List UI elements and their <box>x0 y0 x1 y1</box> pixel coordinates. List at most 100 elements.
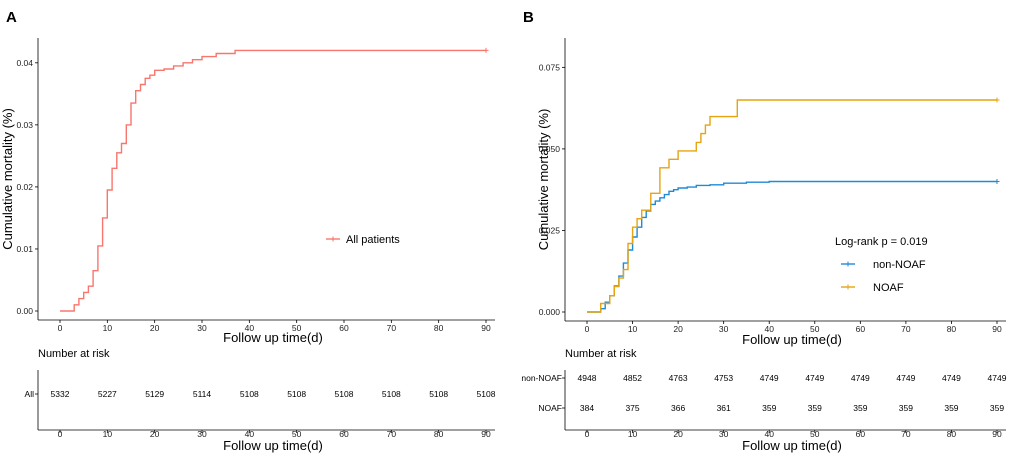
risk-x-tick-label: 20 <box>673 429 683 439</box>
risk-x-tick-label: 70 <box>387 429 397 439</box>
x-tick-label: 50 <box>810 324 820 334</box>
risk-x-tick-label: 50 <box>292 429 302 439</box>
risk-table-title: Number at risk <box>38 348 110 360</box>
risk-value: 366 <box>671 403 685 413</box>
y-tick-label: 0.00 <box>16 306 33 316</box>
panel-label: B <box>523 9 534 26</box>
legend-label: NOAF <box>873 282 904 294</box>
risk-value: 5108 <box>477 389 496 399</box>
risk-row-label: All <box>25 389 35 399</box>
risk-value: 4749 <box>942 373 961 383</box>
risk-value: 5227 <box>98 389 117 399</box>
risk-x-tick-label: 30 <box>197 429 207 439</box>
x-tick-label: 30 <box>719 324 729 334</box>
risk-value: 384 <box>580 403 594 413</box>
risk-x-tick-label: 10 <box>103 429 113 439</box>
x-tick-label: 30 <box>197 323 207 333</box>
censor-mark <box>483 47 489 53</box>
risk-value: 4749 <box>896 373 915 383</box>
risk-x-tick-label: 80 <box>947 429 957 439</box>
legend-label: non-NOAF <box>873 259 926 271</box>
risk-value: 359 <box>808 403 822 413</box>
risk-value: 4749 <box>988 373 1007 383</box>
panel-a: A 0.00 0.01 0.02 0.03 0.04 0 10 20 30 40 50 60 70 80 90… <box>0 9 496 453</box>
risk-value: 5332 <box>51 389 70 399</box>
risk-value: 4948 <box>578 373 597 383</box>
y-tick-label: 0.000 <box>539 307 561 317</box>
x-tick-label: 0 <box>585 324 590 334</box>
risk-x-tick-label: 0 <box>585 429 590 439</box>
risk-x-axis-title: Follow up time(d) <box>223 438 323 453</box>
risk-x-axis-title: Follow up time(d) <box>742 438 842 453</box>
risk-x-tick-label: 60 <box>856 429 866 439</box>
km-curve-non-noaf <box>587 180 997 313</box>
panel-label: A <box>6 9 17 26</box>
censor-mark <box>994 97 1000 103</box>
y-tick-label: 0.025 <box>539 225 561 235</box>
x-tick-label: 10 <box>103 323 113 333</box>
x-tick-label: 60 <box>339 323 349 333</box>
risk-value: 5108 <box>287 389 306 399</box>
x-tick-label: 80 <box>434 323 444 333</box>
x-tick-label: 40 <box>764 324 774 334</box>
risk-value: 359 <box>990 403 1004 413</box>
risk-value: 361 <box>717 403 731 413</box>
risk-x-tick-label: 80 <box>434 429 444 439</box>
y-tick-label: 0.050 <box>539 144 561 154</box>
risk-row-label: non-NOAF <box>521 373 562 383</box>
risk-value: 359 <box>853 403 867 413</box>
y-axis-title: Cumulative mortality (%) <box>536 109 551 251</box>
risk-value: 4753 <box>714 373 733 383</box>
risk-x-tick-label: 90 <box>992 429 1002 439</box>
x-tick-label: 60 <box>856 324 866 334</box>
x-tick-label: 10 <box>628 324 638 334</box>
x-tick-label: 90 <box>992 324 1002 334</box>
risk-value: 4749 <box>851 373 870 383</box>
risk-value: 359 <box>762 403 776 413</box>
legend-label: All patients <box>346 234 400 246</box>
y-tick-label: 0.075 <box>539 62 561 72</box>
y-tick-label: 0.04 <box>16 58 33 68</box>
risk-x-tick-label: 20 <box>150 429 160 439</box>
risk-value: 5114 <box>193 389 212 399</box>
risk-value: 5108 <box>240 389 259 399</box>
risk-x-tick-label: 40 <box>245 429 255 439</box>
risk-x-tick-label: 10 <box>628 429 638 439</box>
logrank-stat: Log-rank p = 0.019 <box>835 236 928 248</box>
risk-x-tick-label: 50 <box>810 429 820 439</box>
risk-x-tick-label: 0 <box>58 429 63 439</box>
risk-value: 359 <box>899 403 913 413</box>
risk-value: 359 <box>944 403 958 413</box>
x-tick-label: 70 <box>387 323 397 333</box>
risk-table: Number at risk All 5332 5227 5129 5114 5108 510… <box>25 348 496 453</box>
x-tick-label: 80 <box>947 324 957 334</box>
y-tick-label: 0.02 <box>16 182 33 192</box>
risk-value: 4749 <box>760 373 779 383</box>
x-tick-label: 50 <box>292 323 302 333</box>
y-tick-label: 0.03 <box>16 120 33 130</box>
risk-value: 5129 <box>145 389 164 399</box>
risk-value: 4852 <box>623 373 642 383</box>
y-tick-label: 0.01 <box>16 244 33 254</box>
km-curve-all-patients <box>60 49 486 312</box>
x-tick-label: 70 <box>901 324 911 334</box>
risk-table-title: Number at risk <box>565 348 637 360</box>
risk-value: 375 <box>625 403 639 413</box>
risk-x-tick-label: 40 <box>764 429 774 439</box>
panel-b: B 0.000 0.025 0.050 0.075 0 10 20 30 40 50 60 70 80 90… <box>521 9 1006 453</box>
x-tick-label: 0 <box>58 323 63 333</box>
x-axis-title: Follow up time(d) <box>742 332 842 347</box>
y-axis-title: Cumulative mortality (%) <box>0 108 15 250</box>
x-tick-label: 90 <box>481 323 491 333</box>
risk-x-tick-label: 90 <box>481 429 491 439</box>
risk-value: 5108 <box>335 389 354 399</box>
risk-row-label: NOAF <box>538 403 562 413</box>
risk-x-tick-label: 30 <box>719 429 729 439</box>
km-curve-noaf <box>587 99 997 313</box>
x-tick-label: 20 <box>673 324 683 334</box>
risk-table: Number at risk non-NOAF 4948 4852 4763 4753 47… <box>521 348 1006 453</box>
risk-value: 4763 <box>669 373 688 383</box>
x-axis-title: Follow up time(d) <box>223 330 323 345</box>
risk-value: 5108 <box>382 389 401 399</box>
